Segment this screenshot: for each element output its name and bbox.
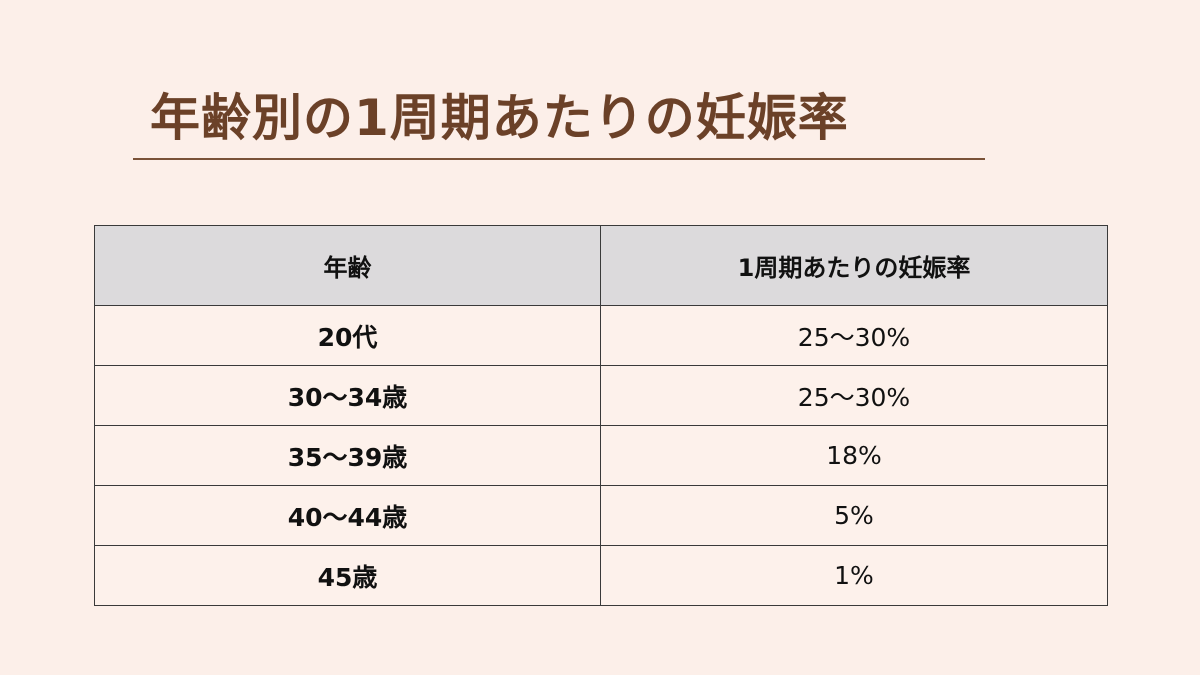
table-row: 40～44歳 5%: [94, 485, 1108, 546]
rate-cell: 5%: [600, 485, 1108, 546]
age-cell: 35～39歳: [94, 425, 601, 486]
rate-cell: 18%: [600, 425, 1108, 486]
age-cell: 40～44歳: [94, 485, 601, 546]
table-row: 35～39歳 18%: [94, 425, 1108, 486]
table-row: 20代 25～30%: [94, 305, 1108, 366]
age-cell: 20代: [94, 305, 601, 366]
title-underline: [133, 158, 985, 160]
rate-cell: 25～30%: [600, 305, 1108, 366]
age-cell: 30～34歳: [94, 365, 601, 426]
page-title: 年齢別の1周期あたりの妊娠率: [150, 89, 849, 147]
table-row: 30～34歳 25～30%: [94, 365, 1108, 426]
rate-cell: 1%: [600, 545, 1108, 606]
table-row: 45歳 1%: [94, 545, 1108, 606]
pregnancy-rate-table: 年齢 1周期あたりの妊娠率 20代 25～30% 30～34歳 25～30% 3…: [94, 225, 1108, 606]
table-header-row: 年齢 1周期あたりの妊娠率: [94, 225, 1108, 306]
header-age: 年齢: [94, 225, 601, 306]
header-rate: 1周期あたりの妊娠率: [600, 225, 1108, 306]
age-cell: 45歳: [94, 545, 601, 606]
rate-cell: 25～30%: [600, 365, 1108, 426]
